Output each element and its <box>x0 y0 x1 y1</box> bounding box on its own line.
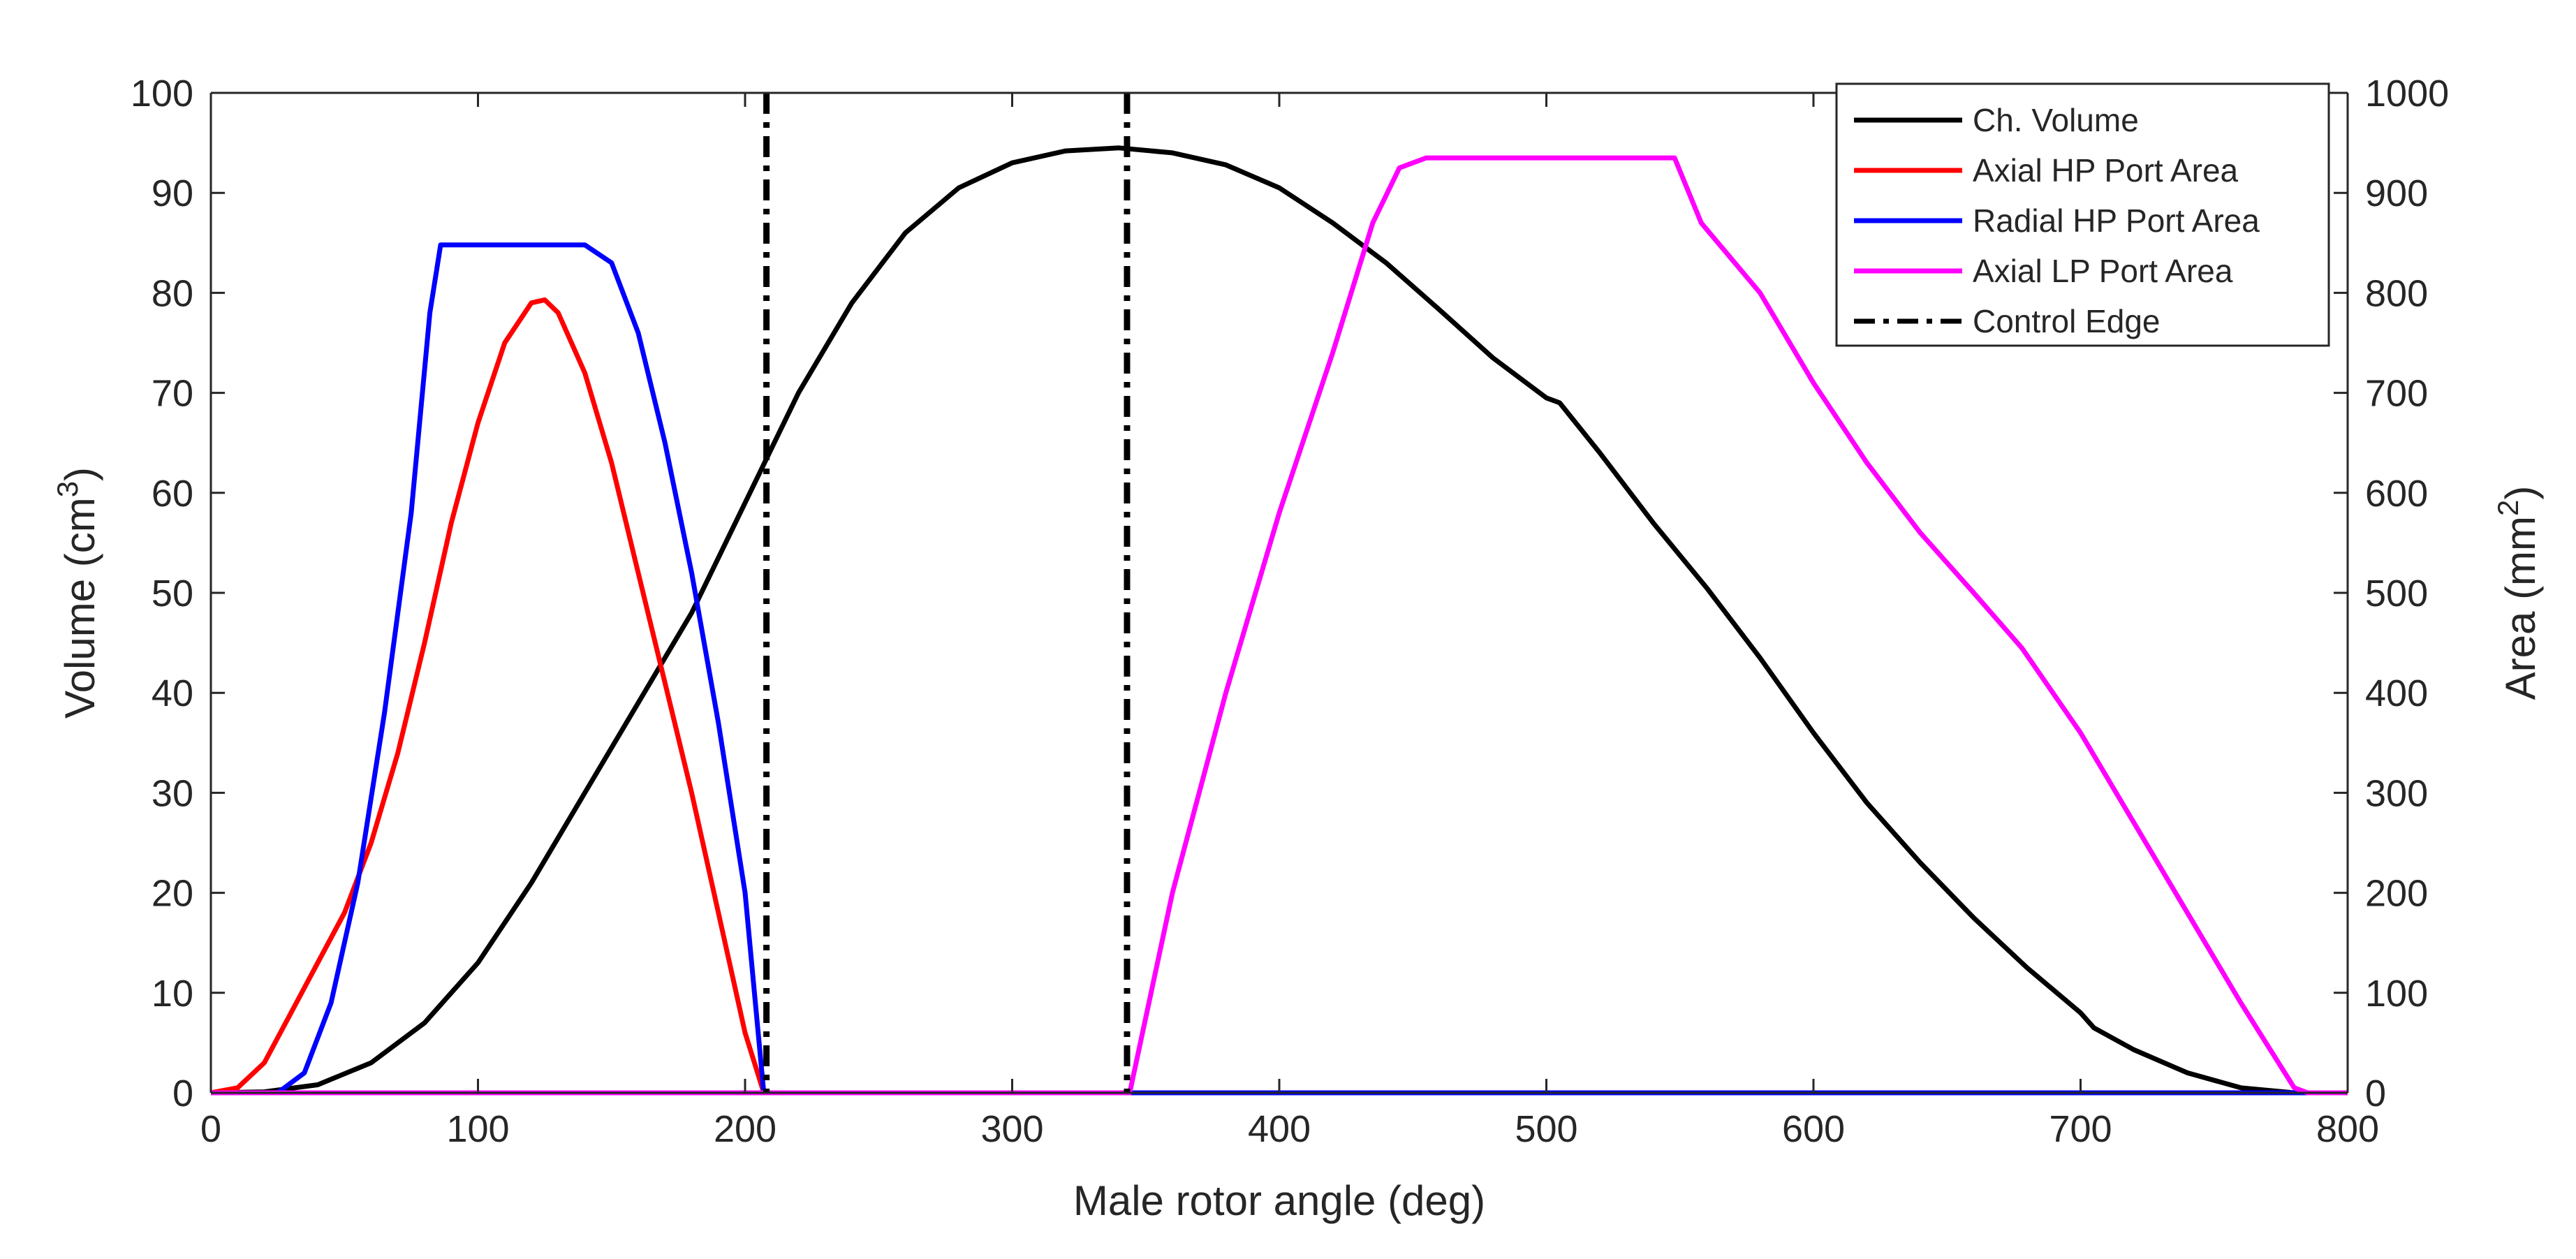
x-tick-label: 800 <box>2316 1108 2379 1150</box>
y-right-axis-label: Area (mm2) <box>2492 486 2544 700</box>
x-tick-label: 300 <box>980 1108 1043 1150</box>
legend-label-control-edge: Control Edge <box>1973 303 2161 339</box>
y-left-tick-label: 10 <box>152 973 193 1015</box>
axial-lp-port-area-series-line <box>211 155 2348 1096</box>
legend-label-axial-hp-port-area: Axial HP Port Area <box>1973 152 2239 189</box>
y-right-tick-label: 600 <box>2365 473 2428 515</box>
y-right-tick-label: 0 <box>2365 1073 2386 1114</box>
legend-label-radial-hp-port-area: Radial HP Port Area <box>1973 203 2260 239</box>
x-axis-label: Male rotor angle (deg) <box>1073 1177 1485 1224</box>
y-right-tick-label: 500 <box>2365 573 2428 614</box>
axial-hp-port-area-series-line <box>210 297 2348 1096</box>
y-left-tick-label: 70 <box>152 373 193 415</box>
y-left-tick-label: 50 <box>152 573 193 614</box>
y-right-tick-label: 300 <box>2365 772 2428 814</box>
y-left-tick-label: 0 <box>172 1073 193 1114</box>
y-left-tick-label: 40 <box>152 672 193 714</box>
x-tick-label: 600 <box>1782 1108 1845 1150</box>
y-right-tick-label: 900 <box>2365 172 2428 214</box>
y-right-tick-label: 400 <box>2365 672 2428 714</box>
y-left-tick-label: 80 <box>152 272 193 314</box>
y-left-tick-label: 60 <box>152 473 193 515</box>
legend-label-axial-lp-port-area: Axial LP Port Area <box>1973 253 2233 289</box>
y-right-tick-label: 800 <box>2365 272 2428 314</box>
legend-label-ch-volume: Ch. Volume <box>1973 102 2139 138</box>
x-tick-label: 400 <box>1248 1108 1311 1150</box>
y-left-tick-label: 30 <box>152 772 193 814</box>
x-tick-label: 100 <box>446 1108 509 1150</box>
x-tick-label: 0 <box>200 1108 221 1150</box>
y-right-tick-label: 1000 <box>2365 73 2449 115</box>
y-right-tick-label: 700 <box>2365 373 2428 415</box>
y-left-tick-label: 90 <box>152 172 193 214</box>
legend-box <box>1835 82 2330 347</box>
y-right-tick-label: 200 <box>2365 873 2428 915</box>
y-left-axis-label: Volume (cm3) <box>51 467 103 719</box>
x-tick-label: 700 <box>2049 1108 2112 1150</box>
x-tick-label: 500 <box>1515 1108 1577 1150</box>
y-left-tick-label: 100 <box>131 73 193 115</box>
radial-hp-port-area-series-line <box>211 242 2348 1096</box>
y-left-tick-label: 20 <box>152 873 193 915</box>
x-tick-label: 200 <box>714 1108 777 1150</box>
ch-volume-series-line <box>210 145 2295 1096</box>
y-right-tick-label: 100 <box>2365 973 2428 1015</box>
